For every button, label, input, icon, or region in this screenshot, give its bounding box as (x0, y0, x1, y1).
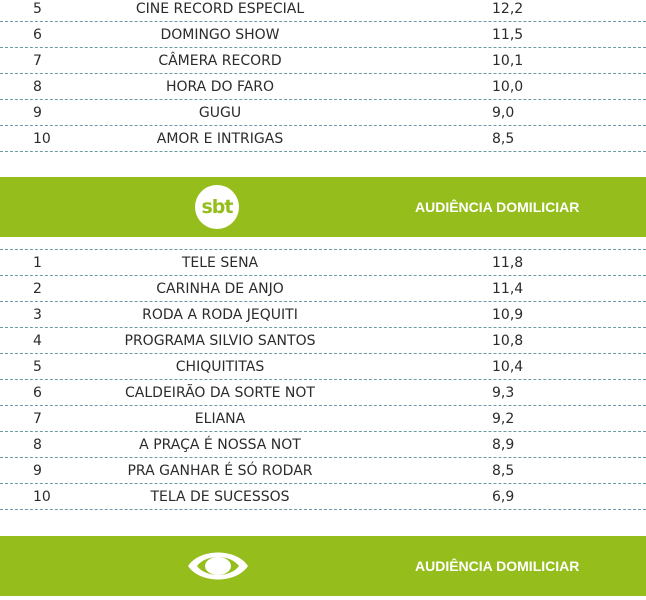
program-name: GUGU (198, 105, 242, 121)
table-row: 9 PRA GANHAR É SÓ RODAR 8,5 (0, 458, 646, 484)
program-name: PROGRAMA SILVIO SANTOS (124, 333, 316, 349)
table-row: 8 A PRAÇA É NOSSA NOT 8,9 (0, 432, 646, 458)
rank: 9 (33, 463, 42, 479)
rating-value: 9,0 (492, 105, 515, 121)
rank: 2 (33, 281, 42, 297)
rating-value: 9,3 (492, 385, 515, 401)
rank: 6 (33, 385, 42, 401)
rating-value: 12,2 (492, 1, 524, 17)
program-name: TELE SENA (181, 255, 259, 271)
record-ranking-table: 5 CINE RECORD ESPECIAL 12,2 6 DOMINGO SH… (0, 0, 646, 152)
rating-value: 6,9 (492, 489, 515, 505)
rating-value: 10,8 (492, 333, 524, 349)
rank: 5 (33, 359, 42, 375)
band-eye-icon (188, 552, 248, 580)
rating-value: 10,9 (492, 307, 524, 323)
rating-value: 10,1 (492, 53, 524, 69)
table-row: 8 HORA DO FARO 10,0 (0, 74, 646, 100)
table-row: 6 DOMINGO SHOW 11,5 (0, 22, 646, 48)
sbt-section-header: sbt AUDIÊNCIA DOMILICIAR (0, 177, 646, 237)
rating-value: 10,4 (492, 359, 524, 375)
table-row: 4 PROGRAMA SILVIO SANTOS 10,8 (0, 328, 646, 354)
rank: 8 (33, 437, 42, 453)
table-row: 10 AMOR E INTRIGAS 8,5 (0, 126, 646, 152)
rating-value: 11,5 (492, 27, 524, 43)
program-name: CINE RECORD ESPECIAL (135, 1, 305, 17)
band-section-header: AUDIÊNCIA DOMILICIAR (0, 536, 646, 596)
table-row: 7 CÂMERA RECORD 10,1 (0, 48, 646, 74)
program-name: RODA A RODA JEQUITI (142, 307, 298, 323)
rank: 7 (33, 53, 42, 69)
rating-value: 11,8 (492, 255, 524, 271)
sbt-ranking-table: 1 TELE SENA 11,8 2 CARINHA DE ANJO 11,4 … (0, 250, 646, 510)
program-name: CÂMERA RECORD (158, 53, 282, 69)
table-row: 6 CALDEIRÃO DA SORTE NOT 9,3 (0, 380, 646, 406)
table-row: 10 TELA DE SUCESSOS 6,9 (0, 484, 646, 510)
program-name: TELA DE SUCESSOS (150, 489, 290, 505)
program-name: HORA DO FARO (165, 79, 275, 95)
table-row: 1 TELE SENA 11,8 (0, 250, 646, 276)
rating-value: 10,0 (492, 79, 524, 95)
rank: 9 (33, 105, 42, 121)
program-name: PRA GANHAR É SÓ RODAR (127, 463, 313, 479)
table-row: 5 CHIQUITITAS 10,4 (0, 354, 646, 380)
program-name: CALDEIRÃO DA SORTE NOT (125, 385, 315, 401)
rating-value: 8,9 (492, 437, 515, 453)
rank: 10 (33, 131, 51, 147)
program-name: ELIANA (194, 411, 246, 427)
section-title: AUDIÊNCIA DOMILICIAR (415, 558, 580, 574)
rating-value: 8,5 (492, 463, 515, 479)
rank: 10 (33, 489, 51, 505)
rank: 6 (33, 27, 42, 43)
rating-value: 9,2 (492, 411, 515, 427)
rank: 3 (33, 307, 42, 323)
row-divider (0, 237, 646, 250)
rank: 8 (33, 79, 42, 95)
section-title: AUDIÊNCIA DOMILICIAR (415, 199, 580, 215)
table-row: 5 CINE RECORD ESPECIAL 12,2 (0, 0, 646, 22)
rank: 4 (33, 333, 42, 349)
sbt-logo: sbt (195, 185, 239, 229)
table-row: 7 ELIANA 9,2 (0, 406, 646, 432)
program-name: A PRAÇA É NOSSA NOT (139, 437, 301, 453)
rank: 1 (33, 255, 42, 271)
table-row: 9 GUGU 9,0 (0, 100, 646, 126)
rating-value: 11,4 (492, 281, 524, 297)
table-row: 3 RODA A RODA JEQUITI 10,9 (0, 302, 646, 328)
table-row: 2 CARINHA DE ANJO 11,4 (0, 276, 646, 302)
program-name: DOMINGO SHOW (160, 27, 280, 43)
program-name: AMOR E INTRIGAS (156, 131, 284, 147)
rank: 7 (33, 411, 42, 427)
rank: 5 (33, 1, 42, 17)
program-name: CARINHA DE ANJO (156, 281, 284, 297)
program-name: CHIQUITITAS (175, 359, 265, 375)
rating-value: 8,5 (492, 131, 515, 147)
